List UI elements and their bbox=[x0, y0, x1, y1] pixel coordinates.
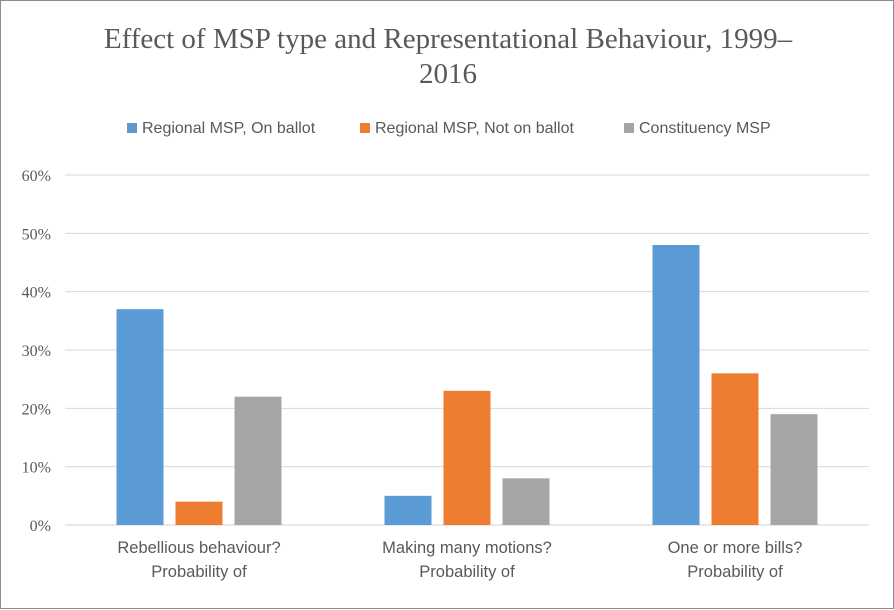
legend-label-1: Regional MSP, On ballot bbox=[142, 120, 316, 137]
bar-cat2-series1 bbox=[384, 495, 432, 525]
y-tick-label-4: 40% bbox=[22, 285, 51, 302]
y-tick-label-5: 50% bbox=[22, 226, 51, 243]
chart-title-line-2: 2016 bbox=[419, 58, 477, 90]
y-tick-label-2: 20% bbox=[22, 401, 51, 418]
legend-swatch-2 bbox=[360, 123, 370, 133]
legend-label-3: Constituency MSP bbox=[639, 120, 771, 137]
legend-swatch-3 bbox=[624, 123, 634, 133]
y-tick-label-1: 10% bbox=[22, 460, 51, 477]
y-axis-ticks: 0% 10% 20% 30% 40% 50% 60% bbox=[22, 168, 51, 535]
x-category-label-3-line-2: Probability of bbox=[687, 563, 783, 581]
bar-cat2-series2 bbox=[443, 390, 491, 525]
bar-cat1-series2 bbox=[175, 501, 223, 525]
bar-cat1-series1 bbox=[116, 309, 164, 525]
chart-title: Effect of MSP type and Representational … bbox=[104, 23, 793, 90]
bar-cat1-series3 bbox=[234, 396, 282, 525]
bar-cat3-series3 bbox=[770, 414, 818, 525]
x-category-label-1-line-2: Probability of bbox=[151, 563, 247, 581]
y-tick-label-0: 0% bbox=[30, 518, 51, 535]
x-axis-category-labels: Rebellious behaviour? Probability of Makin… bbox=[117, 539, 802, 581]
chart-title-line-1: Effect of MSP type and Representational … bbox=[104, 23, 793, 55]
y-tick-label-6: 60% bbox=[22, 168, 51, 185]
bars bbox=[116, 245, 818, 525]
legend-label-2: Regional MSP, Not on ballot bbox=[375, 120, 574, 137]
legend-swatch-1 bbox=[127, 123, 137, 133]
x-category-label-2-line-1: Making many motions? bbox=[382, 539, 552, 557]
x-category-label-3-line-1: One or more bills? bbox=[668, 539, 803, 557]
chart-legend: Regional MSP, On ballot Regional MSP, Not… bbox=[127, 120, 771, 137]
bar-cat2-series3 bbox=[502, 478, 550, 525]
bar-cat3-series2 bbox=[711, 373, 759, 525]
bar-cat3-series1 bbox=[652, 245, 700, 525]
y-tick-label-3: 30% bbox=[22, 343, 51, 360]
x-category-label-2-line-2: Probability of bbox=[419, 563, 515, 581]
x-category-label-1-line-1: Rebellious behaviour? bbox=[117, 539, 280, 557]
